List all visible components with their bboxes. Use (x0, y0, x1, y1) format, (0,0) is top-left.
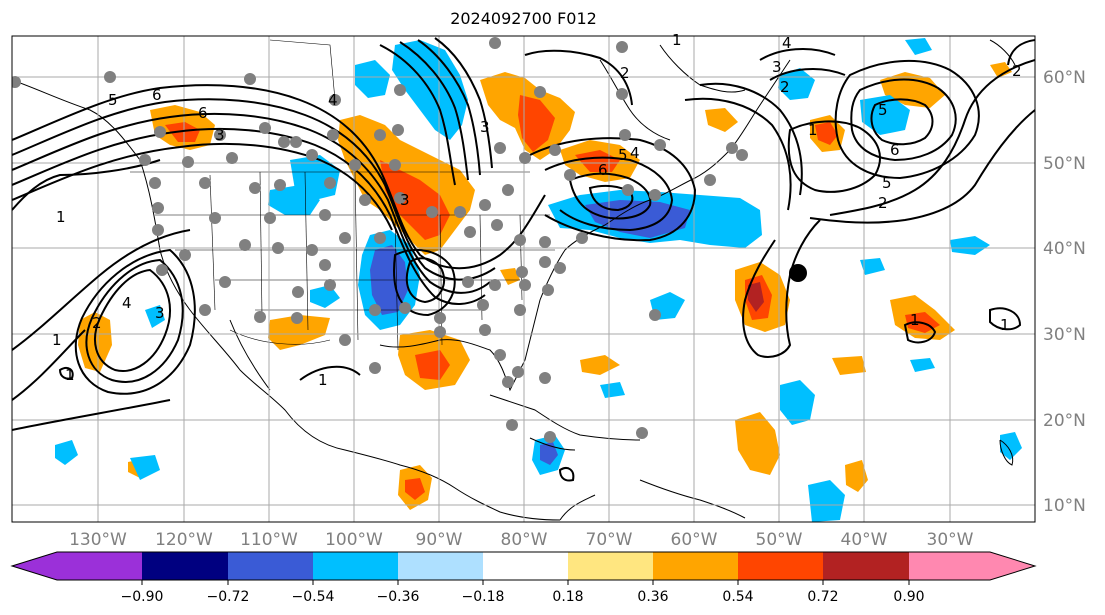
lon-label: 110°W (240, 530, 298, 550)
colorbar-tick-label: −0.72 (207, 589, 250, 605)
contour-label: 3 (215, 126, 225, 144)
colorbar-segment (990, 552, 1035, 580)
lat-label: 40°N (1043, 239, 1086, 259)
lon-label: 100°W (325, 530, 383, 550)
lon-label: 50°W (756, 530, 803, 550)
contour-label: 5 (882, 174, 892, 192)
storm-center-marker (789, 264, 807, 282)
lat-label: 30°N (1043, 325, 1086, 345)
lon-label: 130°W (69, 530, 127, 550)
colorbar: −0.90 −0.72 −0.54 −0.36 −0.18 0.18 0.36 … (10, 551, 1037, 605)
colorbar-segment (483, 552, 568, 580)
contour-label: 5 (108, 91, 118, 109)
positive-anomaly-shading (78, 62, 1012, 510)
lon-label: 40°W (841, 530, 888, 550)
lat-label: 50°N (1043, 154, 1086, 174)
colorbar-segment (313, 552, 398, 580)
contour-label: 1 (52, 331, 62, 349)
graticule (12, 36, 1035, 522)
contour-label: 6 (890, 141, 900, 159)
contour-label: 1 (318, 371, 328, 389)
contour-label: 4 (630, 144, 640, 162)
lon-label: 80°W (501, 530, 548, 550)
colorbar-segment (568, 552, 653, 580)
map-title: 2024092700 F012 (450, 9, 597, 28)
contour-label: 2 (780, 78, 790, 96)
contour-label: 3 (480, 118, 490, 136)
colorbar-segment (653, 552, 738, 580)
lon-label: 60°W (671, 530, 718, 550)
colorbar-tick-label: −0.54 (292, 589, 335, 605)
colorbar-segment (57, 552, 142, 580)
map-frame (11, 35, 1036, 523)
colorbar-segment (12, 552, 57, 580)
lon-label: 120°W (155, 530, 213, 550)
lon-label: 70°W (586, 530, 633, 550)
contour-label: 6 (598, 161, 608, 179)
lat-label: 20°N (1043, 411, 1086, 431)
lon-label: 90°W (416, 530, 463, 550)
colorbar-segment (398, 552, 483, 580)
contour-label: 4 (328, 91, 338, 109)
contour-label: 2 (878, 194, 888, 212)
longitude-labels: 130°W 120°W 110°W 100°W 90°W 80°W 70°W 6… (69, 530, 974, 550)
colorbar-segment (909, 552, 990, 580)
contour-label: 2 (92, 314, 102, 332)
colorbar-tick-label: 0.72 (807, 589, 838, 605)
colorbar-outline (10, 551, 1037, 581)
colorbar-segment (823, 552, 909, 580)
contour-label: 5 (618, 146, 628, 164)
colorbar-segment (228, 552, 313, 580)
lon-label: 30°W (927, 530, 974, 550)
contour-labels: 1 5 6 6 3 4 3 1 2 4 3 1 5 6 4 3 1 2 3 4 … (52, 31, 1022, 389)
negative-anomaly-shading (55, 38, 1022, 522)
contour-label: 2 (620, 64, 630, 82)
contour-lines (12, 37, 1035, 482)
contour-label: 6 (198, 104, 208, 122)
colorbar-tick-label: −0.90 (121, 589, 164, 605)
colorbar-tick-label: 0.18 (552, 589, 583, 605)
colorbar-segment (738, 552, 823, 580)
colorbar-tick-label: −0.18 (462, 589, 505, 605)
colorbar-tick-label: 0.90 (893, 589, 924, 605)
contour-label: 1 (1000, 316, 1010, 334)
contour-label: 3 (155, 304, 165, 322)
contour-label: 3 (772, 58, 782, 76)
colorbar-tick-label: 0.36 (637, 589, 668, 605)
contour-label: 1 (910, 311, 920, 329)
contour-label: 3 (400, 191, 410, 209)
contour-label: 1 (672, 31, 682, 49)
station-markers (12, 37, 748, 443)
lat-label: 60°N (1043, 68, 1086, 88)
contour-label: 1 (56, 208, 66, 226)
colorbar-tick-label: −0.36 (377, 589, 420, 605)
lat-label: 10°N (1043, 496, 1086, 516)
contour-label: 4 (122, 294, 132, 312)
colorbar-segment (142, 552, 228, 580)
contour-label: 5 (878, 101, 888, 119)
contour-label: 1 (65, 366, 75, 384)
contour-label: 1 (808, 121, 818, 139)
latitude-labels: 60°N 50°N 40°N 30°N 20°N 10°N (1043, 68, 1086, 516)
colorbar-tick-label: 0.54 (722, 589, 753, 605)
contour-label: 6 (152, 86, 162, 104)
contour-label: 4 (782, 34, 792, 52)
contour-label: 2 (1012, 62, 1022, 80)
